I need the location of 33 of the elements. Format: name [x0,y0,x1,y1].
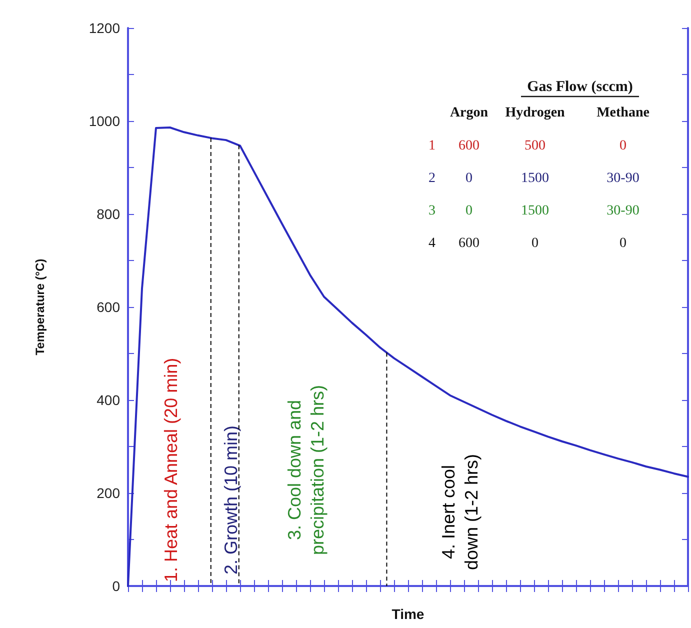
annotation: 2. Growth (10 min) [221,425,241,575]
annotation: 4. Inert cool down (1-2 hrs) [438,454,482,570]
annotation: Methane [596,106,650,120]
annotation: 3. Cool down and precipitation (1-2 hrs) [284,384,328,556]
annotation: 600 [458,138,480,154]
annotation: 1. Heat and Anneal (20 min) [161,358,181,582]
annotation: 0 [620,236,626,251]
x-axis-title: Time [392,606,424,622]
annotation: 30-90 [606,204,640,218]
annotation: Hydrogen [505,106,566,120]
y-tick-label: 1000 [88,113,120,129]
y-axis-title: Temperature (°C) [33,258,47,356]
annotation: 2 [428,171,436,186]
annotation: 1500 [521,204,549,218]
annotation: 0 [532,236,538,251]
annotation: 0 [466,171,472,186]
annotation: 600 [458,236,480,251]
annotation: 1 [428,138,436,154]
y-tick-label: 800 [96,206,120,222]
annotation: 1500 [521,171,549,186]
annotation: 3 [428,204,436,218]
y-tick-label: 200 [96,485,120,501]
annotation: 0 [466,204,472,218]
y-tick-label: 600 [96,299,120,315]
annotation: 30-90 [606,171,640,186]
y-tick-label: 0 [112,578,120,594]
annotation: 500 [524,138,546,154]
annotation: 0 [620,138,626,154]
annotation: Argon [450,106,488,120]
y-tick-label: 400 [96,392,120,408]
annotation: Gas Flow (sccm) [527,79,633,95]
y-tick-label: 1200 [88,20,120,36]
annotation: 4 [428,236,436,251]
